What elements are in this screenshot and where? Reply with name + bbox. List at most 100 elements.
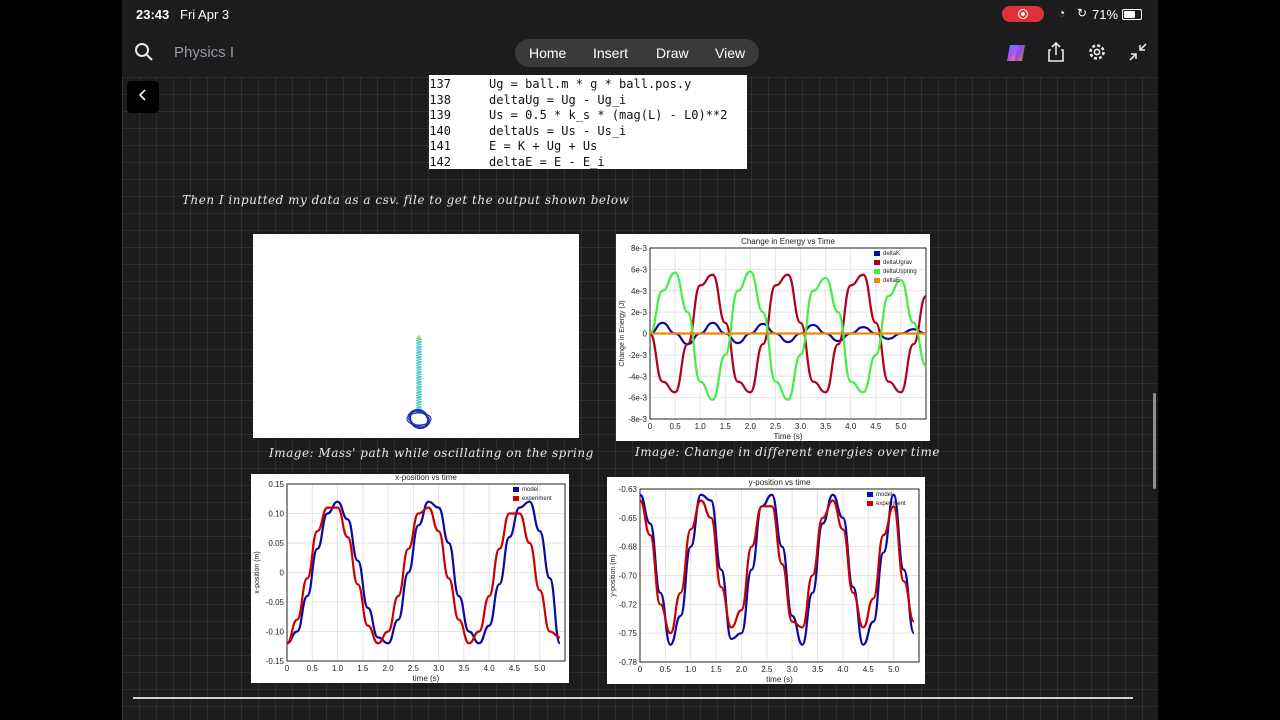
y-tick-label: -8e-3 — [628, 415, 647, 424]
code-line-number: 142 — [429, 154, 451, 169]
search-icon[interactable] — [134, 42, 154, 67]
code-line-text: E = K + Ug + Us — [489, 139, 598, 153]
y-axis-label: x-position (m) — [254, 551, 261, 593]
screen-record-icon[interactable] — [1002, 6, 1044, 22]
legend-label-model: model — [876, 492, 892, 498]
mass-path-trace — [406, 408, 432, 430]
x-tick-label: 5.0 — [895, 422, 907, 431]
spring-anchor — [417, 335, 421, 339]
code-line-number: 138 — [429, 92, 451, 107]
copilot-icon[interactable] — [1005, 42, 1027, 69]
notebook-title[interactable]: Physics I — [174, 44, 235, 61]
x-tick-label: 4.0 — [845, 422, 857, 431]
legend-label-deltaK: deltaK — [883, 251, 900, 257]
tab-insert[interactable]: Insert — [593, 45, 629, 61]
caption-right: Image: Change in different energies over… — [635, 445, 940, 459]
y-axis-label: y-position (m) — [610, 554, 617, 596]
code-line-text: Us = 0.5 * k_s * (mag(L) - L0)**2 — [489, 108, 728, 122]
x-tick-label: 2.0 — [383, 664, 395, 673]
x-tick-label: 1.0 — [695, 422, 707, 431]
code-line: 139 Us = 0.5 * k_s * (mag(L) - L0)**2 — [429, 108, 747, 124]
spring-simulation-image[interactable] — [253, 234, 579, 438]
legend-swatch-deltaE — [874, 278, 880, 283]
y-tick-label: -0.65 — [619, 514, 638, 523]
vertical-scrollbar[interactable] — [1153, 393, 1156, 489]
legend-label-experiment: experiment — [876, 501, 906, 507]
code-line-text: deltaUs = Us - Us_i — [489, 123, 627, 138]
status-time: 23:43 — [136, 7, 170, 22]
code-line-number: 139 — [429, 108, 451, 122]
code-line: 138 deltaUg = Ug - Ug_i — [429, 93, 747, 109]
y-tick-label: -0.75 — [619, 629, 638, 638]
legend-swatch-experiment — [513, 496, 519, 501]
code-line: 141 E = K + Ug + Us — [429, 139, 747, 155]
code-line-number: 140 — [429, 123, 451, 138]
y-tick-label: -0.10 — [266, 628, 285, 637]
battery-percent: 71% — [1092, 7, 1119, 22]
energy-chart: 0 0.5 1.0 1.5 2.0 2.5 3.0 3.5 4.0 4.5 5.0 8e-3 6e-3 4… — [616, 234, 930, 441]
collapse-icon[interactable] — [1128, 42, 1148, 67]
x-tick-label: 3.0 — [795, 422, 807, 431]
x-tick-label: 2.5 — [761, 665, 773, 674]
x-axis-label: time (s) — [766, 675, 793, 684]
mass-path-loop — [407, 411, 431, 427]
mass-path-loop — [408, 409, 430, 429]
x-tick-label: 0.5 — [660, 665, 672, 674]
series-line-deltaUspring — [648, 270, 928, 401]
wifi-icon: ◔ — [1058, 6, 1066, 20]
x-tick-label: 3.5 — [458, 664, 470, 673]
chevron-left-icon — [138, 89, 146, 101]
x-tick-label: 4.0 — [484, 664, 496, 673]
legend-label-deltaE: deltaE — [883, 278, 900, 284]
y-tick-label: 2e-3 — [631, 308, 648, 317]
x-tick-label: 4.5 — [863, 665, 875, 674]
x-axis-label: time (s) — [413, 674, 440, 683]
mass-path-loop — [409, 408, 429, 430]
y-tick-label: 0.15 — [268, 480, 284, 489]
x-tick-label: 0.5 — [670, 422, 682, 431]
x-tick-label: 2.0 — [745, 422, 757, 431]
y-tick-label: -0.72 — [619, 600, 638, 609]
series-line-experiment — [638, 499, 916, 635]
plot-frame — [639, 488, 920, 663]
code-snippet-image[interactable]: 137 Ug = ball.m * g * ball.pos.y 138 deltaU… — [429, 75, 747, 169]
x-position-chart-image[interactable]: 0 0.5 1.0 1.5 2.0 2.5 3.0 3.5 4.0 4.5 5.0 0.15 0.10 0… — [251, 474, 569, 683]
gear-icon[interactable] — [1087, 42, 1107, 67]
tab-draw[interactable]: Draw — [656, 45, 689, 61]
x-tick-label: 1.5 — [711, 665, 723, 674]
tab-home[interactable]: Home — [529, 45, 567, 61]
status-date: Fri Apr 3 — [180, 7, 230, 22]
ribbon-tabs: Home Insert Draw View — [515, 39, 759, 67]
x-axis-label: Time (s) — [773, 432, 802, 441]
back-button[interactable] — [127, 81, 159, 113]
y-position-chart: 0 0.5 1.0 1.5 2.0 2.5 3.0 3.5 4.0 4.5 5.0 -0.63 -0.6… — [607, 477, 925, 684]
x-tick-label: 1.5 — [357, 664, 369, 673]
x-tick-label: 5.0 — [534, 664, 546, 673]
y-position-chart-image[interactable]: 0 0.5 1.0 1.5 2.0 2.5 3.0 3.5 4.0 4.5 5.0 -0.63 -0.6… — [607, 477, 925, 684]
note-intro: Then I inputted my data as a csv. file t… — [182, 193, 630, 207]
tab-view[interactable]: View — [715, 45, 746, 61]
y-tick-label: 0.10 — [268, 510, 284, 519]
y-tick-label: -6e-3 — [628, 394, 647, 403]
legend-swatch-deltaUgrav — [874, 260, 880, 265]
x-tick-label: 5.0 — [888, 665, 900, 674]
ipad-screen: 23:43 Fri Apr 3 ◔ ↻ 71% Physics I Home I… — [122, 0, 1158, 720]
x-tick-label: 4.5 — [509, 664, 521, 673]
y-tick-label: -0.78 — [619, 658, 638, 667]
share-icon[interactable] — [1047, 41, 1065, 67]
y-tick-label: 6e-3 — [631, 265, 648, 274]
x-tick-label: 3.0 — [433, 664, 445, 673]
code-line: 140 deltaUs = Us - Us_i — [429, 124, 747, 140]
energy-chart-image[interactable]: 0 0.5 1.0 1.5 2.0 2.5 3.0 3.5 4.0 4.5 5.0 8e-3 6e-3 4… — [616, 234, 930, 441]
chart-title: Change in Energy vs Time — [741, 237, 835, 246]
y-tick-label: -0.05 — [266, 598, 285, 607]
legend-swatch-deltaUspring — [874, 269, 880, 274]
app-toolbar: Physics I Home Insert Draw View — [122, 30, 1158, 76]
x-tick-label: 3.5 — [820, 422, 832, 431]
chart-title: y-position vs time — [749, 478, 811, 487]
y-tick-label: 0 — [280, 569, 285, 578]
x-tick-label: 0 — [638, 665, 643, 674]
y-tick-label: 8e-3 — [631, 244, 648, 253]
x-tick-label: 2.0 — [736, 665, 748, 674]
chart-background — [251, 474, 569, 683]
